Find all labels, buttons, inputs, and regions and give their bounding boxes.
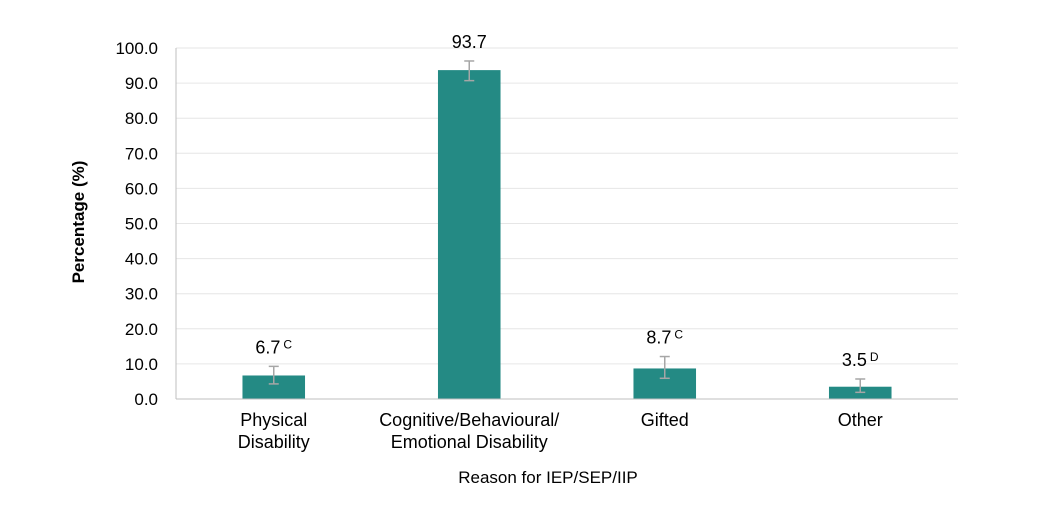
x-category-label: Gifted	[641, 410, 689, 430]
y-tick-label: 100.0	[115, 39, 158, 58]
x-category-label: Physical	[240, 410, 307, 430]
y-tick-label: 90.0	[125, 74, 158, 93]
bar	[437, 70, 501, 399]
data-label: 6.7 C	[255, 337, 292, 357]
grid-lines	[176, 47, 958, 365]
x-axis-title: Reason for IEP/SEP/IIP	[458, 468, 638, 487]
quality-flag: C	[674, 328, 683, 342]
x-category-label: Other	[838, 410, 883, 430]
error-bar	[268, 365, 279, 385]
error-bar	[659, 355, 670, 380]
x-category-label: Emotional Disability	[391, 432, 548, 452]
bars	[242, 70, 892, 399]
x-category-label: Cognitive/Behavioural/	[379, 410, 559, 430]
y-tick-label: 30.0	[125, 285, 158, 304]
quality-flag: D	[870, 350, 879, 364]
y-tick-label: 70.0	[125, 144, 158, 163]
x-category-label: Disability	[238, 432, 310, 452]
quality-flag: C	[283, 337, 292, 351]
data-label: 8.7 C	[646, 328, 683, 348]
y-tick-label: 60.0	[125, 179, 158, 198]
bar	[242, 375, 306, 399]
data-labels: 6.7 C 93.7 8.7 C 3.5 D	[255, 32, 879, 370]
y-tick-label: 40.0	[125, 250, 158, 269]
error-bar	[464, 60, 475, 82]
error-bars	[268, 60, 866, 394]
y-axis-ticks: 0.0 10.0 20.0 30.0 40.0 50.0 60.0 70.0 80.0 90.0 1…	[115, 39, 158, 409]
error-bar	[855, 378, 866, 394]
y-tick-label: 50.0	[125, 215, 158, 234]
data-label: 3.5 D	[842, 350, 879, 370]
y-tick-label: 0.0	[134, 390, 158, 409]
data-label: 93.7	[452, 32, 487, 52]
y-axis-title: Percentage (%)	[69, 161, 88, 284]
y-tick-label: 80.0	[125, 109, 158, 128]
y-tick-label: 10.0	[125, 355, 158, 374]
y-tick-label: 20.0	[125, 320, 158, 339]
